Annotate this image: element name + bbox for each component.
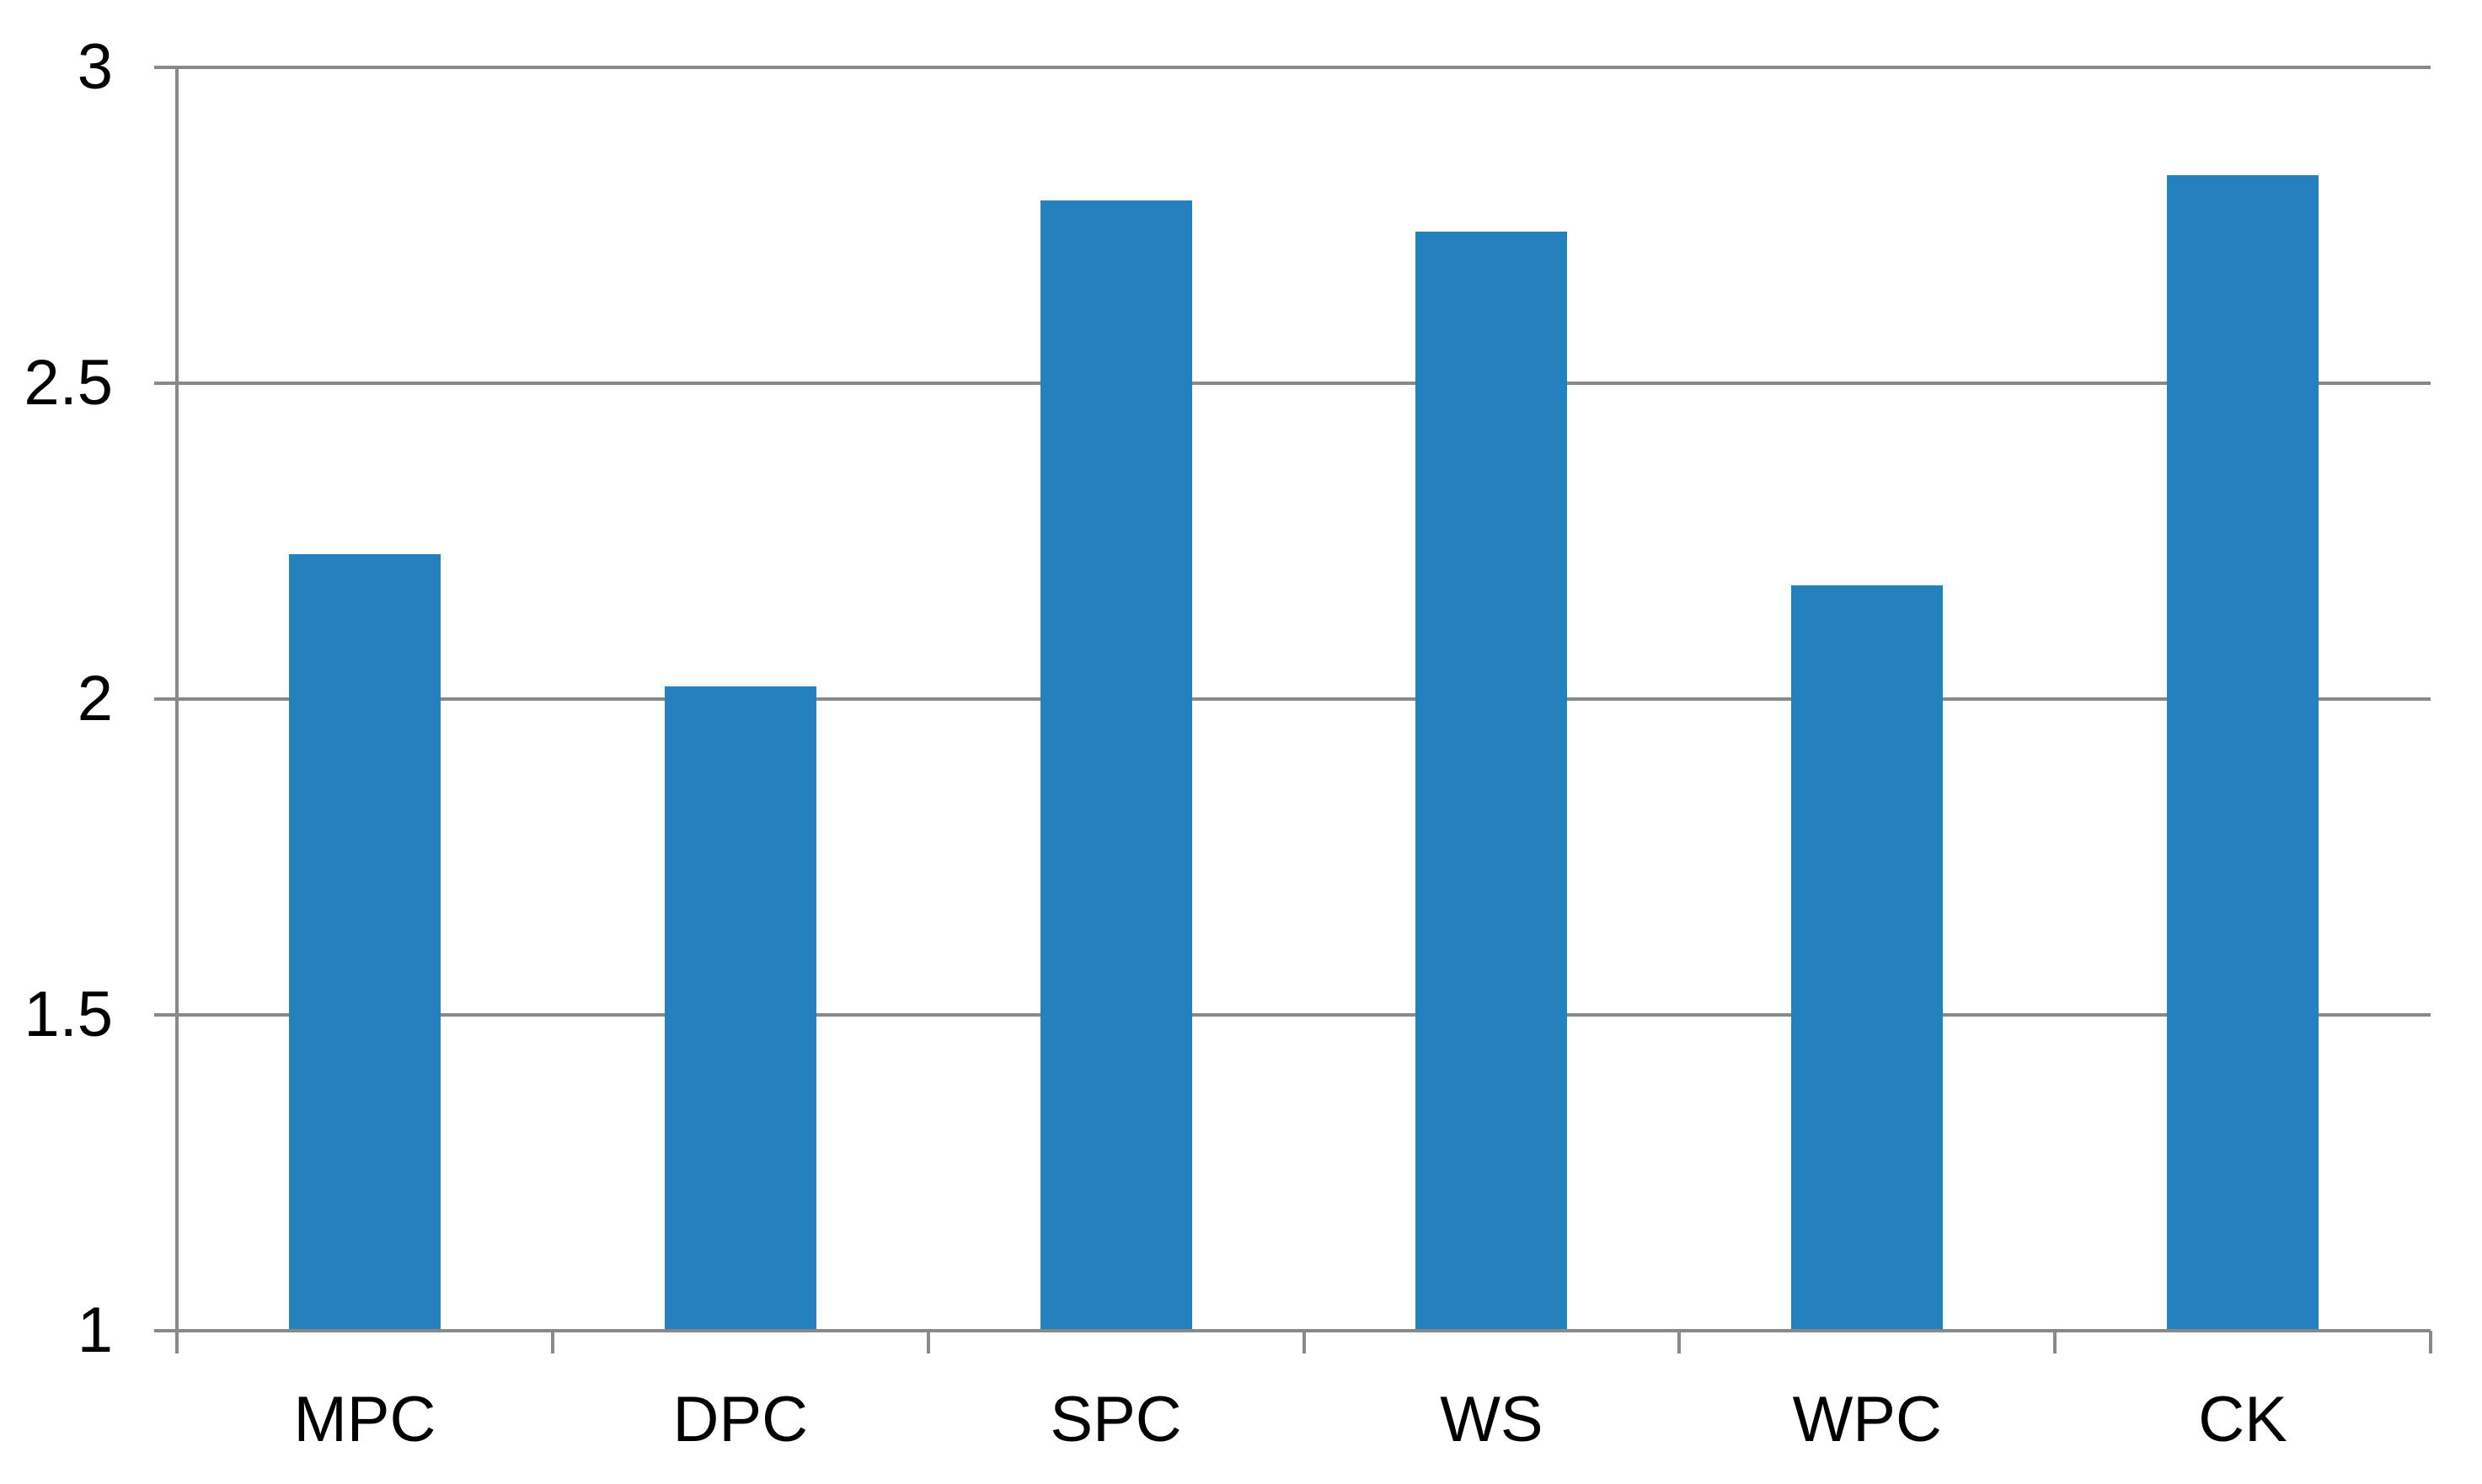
y-axis-line [175,67,179,1353]
y-gridline [177,382,2431,385]
y-tick-mark [154,382,177,385]
x-tick-mark [1677,1331,1682,1353]
x-tick-mark [926,1331,930,1353]
y-axis-tick-label: 1 [77,1294,113,1366]
x-category-label: WPC [1792,1384,1942,1455]
x-category-label: WS [1440,1384,1543,1455]
bar-spc [1040,200,1192,1331]
bar-ck [2167,174,2319,1331]
x-tick-mark [2429,1331,2432,1353]
x-tick-mark [1302,1331,1306,1353]
y-tick-mark [154,1013,177,1017]
x-category-label: SPC [1050,1384,1182,1455]
bar-dpc [664,686,816,1331]
y-gridline [177,66,2431,69]
bar-mpc [288,553,441,1331]
y-tick-mark [154,697,177,701]
x-tick-mark [550,1331,554,1353]
y-axis-tick-label: 3 [77,31,113,103]
y-axis-tick-label: 2 [77,663,113,734]
y-axis-tick-label: 1.5 [24,979,113,1050]
y-axis-tick-label: 2.5 [24,347,113,419]
y-tick-mark [154,1329,177,1332]
x-category-label: DPC [672,1384,808,1455]
x-category-label: CK [2198,1384,2287,1455]
y-tick-mark [154,66,177,69]
y-gridline [177,697,2431,701]
bar-wpc [1791,585,1944,1331]
y-gridline [177,1013,2431,1017]
x-category-label: MPC [293,1384,436,1455]
bar-ws [1415,232,1568,1331]
x-tick-mark [2053,1331,2057,1353]
x-axis-line [177,1329,2431,1332]
